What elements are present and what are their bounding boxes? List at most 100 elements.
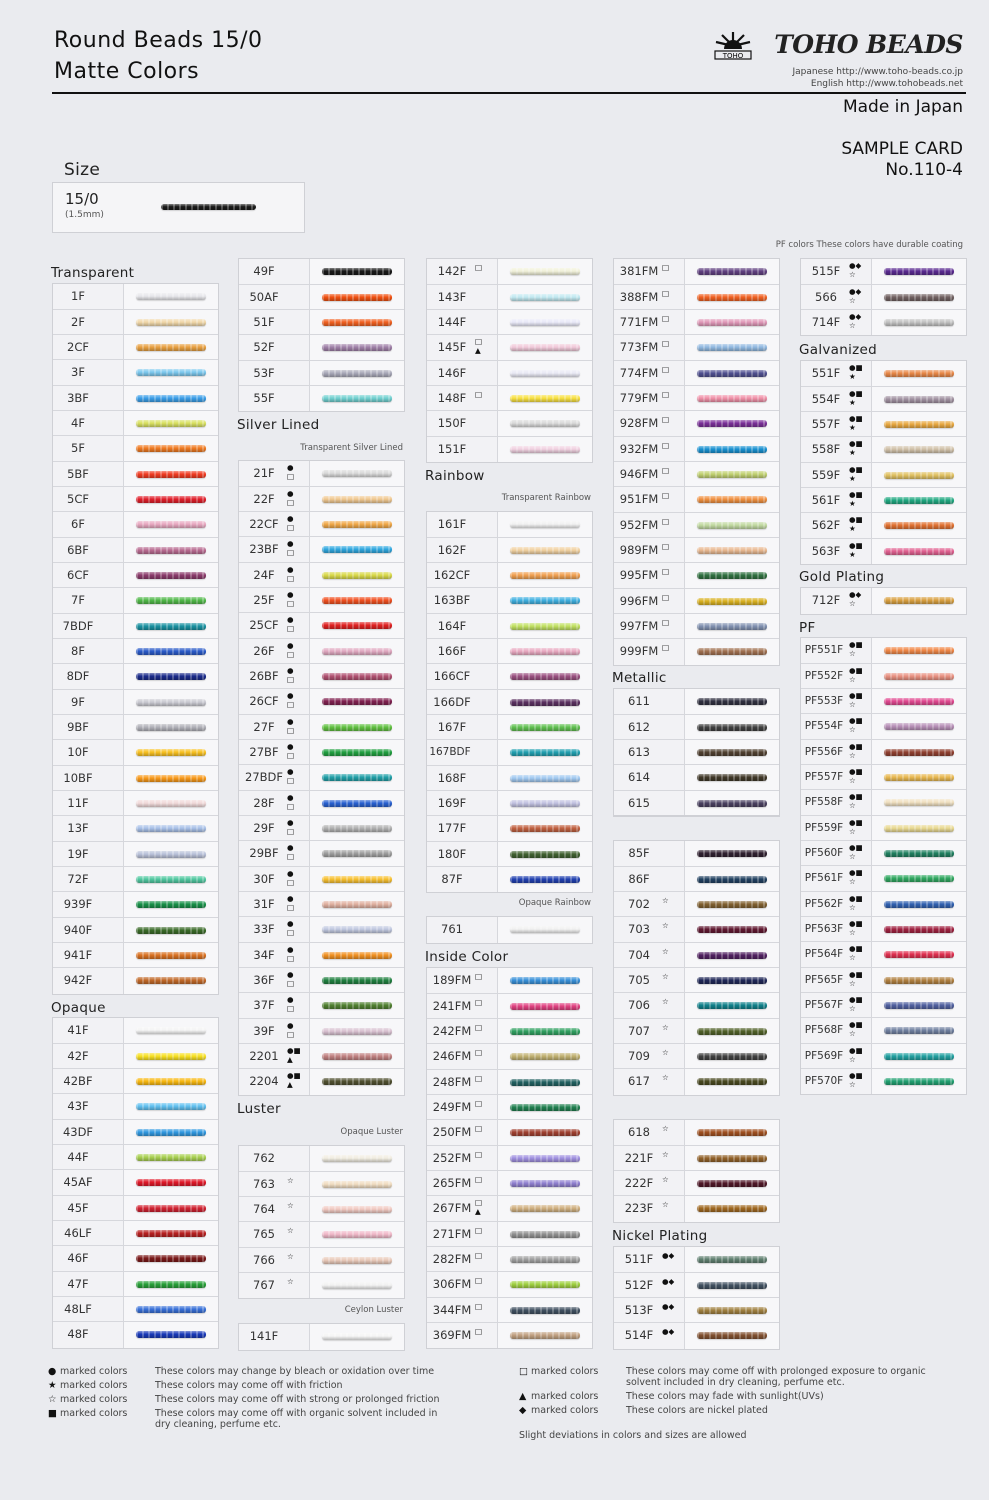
color-row: 282FM □ bbox=[427, 1246, 592, 1273]
bead-swatch bbox=[510, 521, 580, 529]
bead-cell bbox=[124, 765, 218, 790]
bead-cell bbox=[124, 562, 218, 588]
bead-swatch bbox=[697, 1332, 767, 1340]
bead-swatch bbox=[322, 976, 392, 984]
code-cell: 43DF bbox=[53, 1119, 124, 1144]
code-cell: 34F ● □ bbox=[239, 942, 310, 967]
caution-marks-icon: ●◆ bbox=[662, 1276, 675, 1286]
bead-cell bbox=[310, 739, 404, 765]
color-row: 267FM □ ▲ bbox=[427, 1196, 592, 1222]
color-row: 146F bbox=[427, 360, 592, 386]
color-row: 566 ●◆ ☆ bbox=[801, 284, 966, 310]
bead-cell bbox=[498, 284, 592, 309]
bead-swatch bbox=[136, 951, 206, 959]
color-row: 24F ● □ bbox=[239, 562, 404, 588]
section-heading-transparent: Transparent bbox=[51, 265, 135, 281]
bead-cell bbox=[498, 1246, 592, 1272]
bead-swatch bbox=[697, 546, 767, 554]
bead-swatch bbox=[510, 698, 580, 706]
bead-swatch bbox=[697, 1154, 767, 1162]
bead-cell bbox=[124, 714, 218, 740]
bead-cell bbox=[124, 284, 218, 309]
code-cell: 166CF bbox=[427, 664, 498, 689]
color-row: 34F ● □ bbox=[239, 942, 404, 968]
code-cell: PF556F ●■ ☆ bbox=[801, 739, 872, 764]
size-mm: (1.5mm) bbox=[65, 210, 104, 220]
bead-cell bbox=[310, 587, 404, 613]
bead-cell bbox=[124, 1068, 218, 1094]
bead-cell bbox=[872, 992, 966, 1018]
bead-swatch bbox=[136, 445, 206, 453]
color-row: 19F bbox=[53, 841, 218, 867]
color-code: 779FM bbox=[619, 390, 659, 405]
bead-cell bbox=[498, 385, 592, 411]
color-code: 271FM bbox=[432, 1226, 472, 1241]
color-code: 511F bbox=[624, 1252, 654, 1267]
caution-marks-icon: ● □ bbox=[287, 640, 295, 659]
bead-cell bbox=[310, 663, 404, 689]
bead-swatch bbox=[136, 749, 206, 757]
legend-text: These colors may come off with prolonged… bbox=[626, 1366, 926, 1388]
bead-cell bbox=[685, 714, 779, 739]
color-code: 761 bbox=[441, 922, 463, 937]
bead-swatch bbox=[322, 369, 392, 377]
color-row: 11F bbox=[53, 790, 218, 817]
code-cell: 27F ● □ bbox=[239, 714, 310, 739]
bead-swatch bbox=[322, 1256, 392, 1264]
bead-swatch bbox=[136, 673, 206, 681]
bead-swatch bbox=[136, 369, 206, 377]
color-row: 561F ●■ ★ bbox=[801, 487, 966, 514]
color-row: 221F ☆ bbox=[614, 1145, 779, 1171]
color-code: 180F bbox=[437, 846, 467, 861]
code-cell: 6BF bbox=[53, 537, 124, 562]
color-row: 189FM □ bbox=[427, 968, 592, 994]
bead-cell bbox=[124, 1220, 218, 1246]
bead-cell bbox=[498, 562, 592, 588]
section-note: Transparent Silver Lined bbox=[300, 443, 403, 453]
color-row: 3F bbox=[53, 360, 218, 386]
bead-swatch bbox=[510, 1255, 580, 1263]
color-row: 167F bbox=[427, 714, 592, 741]
color-code: 33F bbox=[253, 922, 275, 937]
color-row: PF558F ●■ ☆ bbox=[801, 790, 966, 816]
code-cell: 222F ☆ bbox=[614, 1170, 685, 1196]
caution-marks-icon: ☆ bbox=[662, 946, 669, 956]
bead-swatch bbox=[322, 344, 392, 352]
bead-swatch bbox=[697, 799, 767, 807]
legend-symbol-icon: ★ bbox=[48, 1380, 57, 1391]
bead-cell bbox=[310, 917, 404, 942]
bead-swatch bbox=[510, 850, 580, 858]
color-row: 161F bbox=[427, 512, 592, 538]
bead-cell bbox=[872, 866, 966, 891]
color-row: 166CF bbox=[427, 664, 592, 690]
code-cell: 551F ●■ ★ bbox=[801, 361, 872, 386]
bead-cell bbox=[124, 613, 218, 638]
color-code: PF569F bbox=[804, 1049, 844, 1062]
color-row: 241FM □ bbox=[427, 993, 592, 1019]
code-cell: 146F bbox=[427, 360, 498, 385]
color-code: 381FM bbox=[619, 264, 659, 279]
color-code: 562F bbox=[811, 518, 841, 533]
caution-marks-icon: □ bbox=[475, 1149, 483, 1159]
bead-swatch bbox=[510, 318, 580, 326]
color-row: 705 ☆ bbox=[614, 967, 779, 994]
bead-cell bbox=[310, 562, 404, 587]
caution-marks-icon: □ bbox=[662, 389, 670, 399]
code-cell: 21F ● □ bbox=[239, 461, 310, 486]
color-code: 148F bbox=[437, 390, 467, 405]
bead-cell bbox=[685, 588, 779, 613]
bead-cell bbox=[498, 968, 592, 993]
caution-marks-icon: ● □ bbox=[287, 463, 295, 482]
code-cell: 765 ☆ bbox=[239, 1222, 310, 1247]
bead-swatch bbox=[884, 597, 954, 605]
color-row: 10F bbox=[53, 740, 218, 766]
bead-swatch bbox=[136, 926, 206, 934]
code-cell: 169F bbox=[427, 790, 498, 816]
color-code: 161F bbox=[437, 517, 467, 532]
legend-symbol-icon: ■ bbox=[48, 1408, 57, 1419]
bead-swatch bbox=[510, 1205, 580, 1213]
color-row: PF557F ●■ ☆ bbox=[801, 764, 966, 791]
bead-swatch bbox=[884, 268, 954, 276]
code-cell: 941F bbox=[53, 942, 124, 968]
code-cell: 762 bbox=[239, 1146, 310, 1171]
